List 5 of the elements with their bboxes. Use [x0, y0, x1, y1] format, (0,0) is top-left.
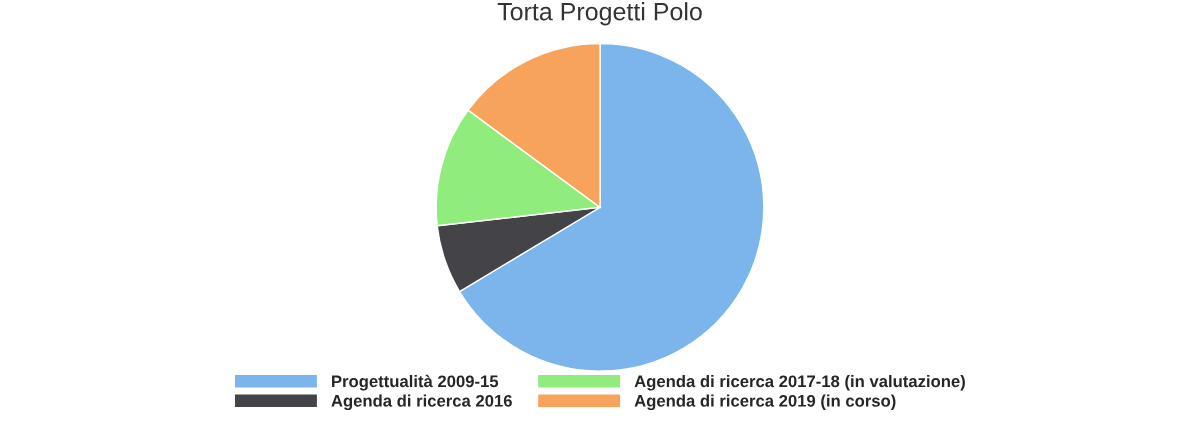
- legend-label: Progettualità 2009-15: [332, 374, 499, 391]
- chart-title: Torta Progetti Polo: [497, 2, 702, 26]
- legend-label: Agenda di ricerca 2016: [331, 394, 512, 411]
- legend-label: Agenda di ricerca 2017-18 (in valutazione): [634, 374, 965, 391]
- legend-label: Agenda di ricerca 2019 (in corso): [634, 394, 896, 411]
